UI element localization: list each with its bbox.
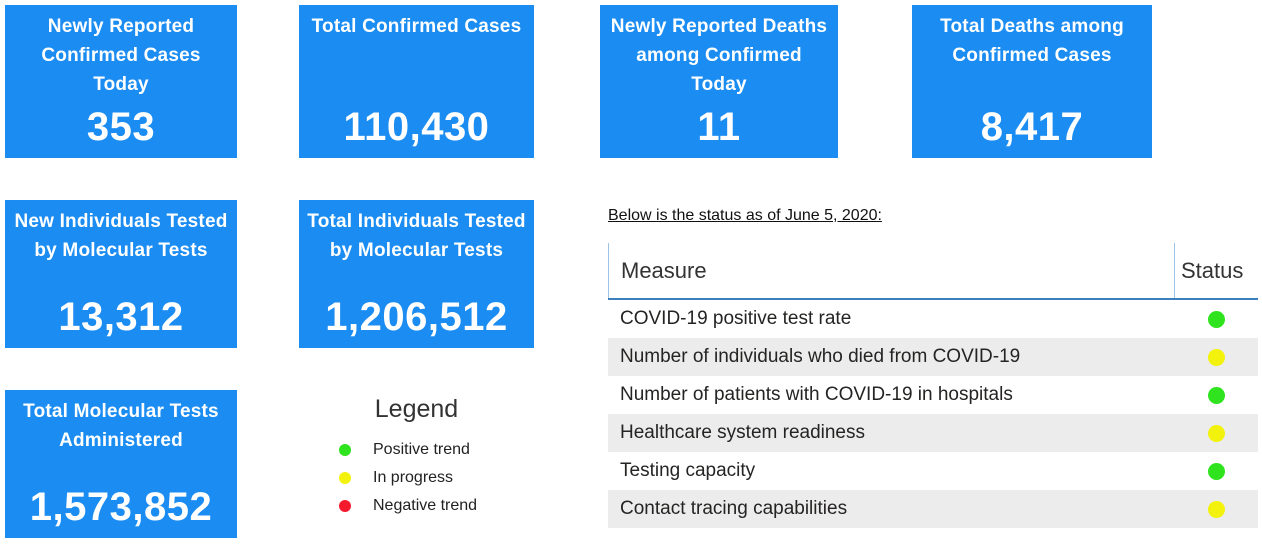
card-total-deaths: Total Deaths among Confirmed Cases 8,417 xyxy=(912,5,1152,158)
measure-cell: COVID-19 positive test rate xyxy=(620,308,852,329)
card-title: Total Individuals Tested by Molecular Te… xyxy=(307,211,526,261)
yellow-dot-icon xyxy=(1207,348,1225,366)
column-header-measure: Measure xyxy=(608,243,1174,298)
table-row: COVID-19 positive test rate xyxy=(608,300,1258,338)
green-dot-icon xyxy=(339,444,351,456)
green-dot-icon xyxy=(1207,310,1225,328)
table-row: Testing capacity xyxy=(608,452,1258,490)
measure-cell: Testing capacity xyxy=(620,460,756,481)
status-cell xyxy=(1174,348,1258,366)
card-value: 353 xyxy=(86,105,156,149)
card-title: Newly Reported Deaths among Confirmed To… xyxy=(610,16,828,95)
card-title: Newly Reported Confirmed Cases Today xyxy=(41,16,201,95)
card-title: Total Confirmed Cases xyxy=(311,16,522,37)
measure-cell: Number of patients with COVID-19 in hosp… xyxy=(620,384,1013,405)
measure-cell: Contact tracing capabilities xyxy=(620,498,848,519)
card-new-individuals-tested: New Individuals Tested by Molecular Test… xyxy=(5,200,237,348)
status-cell xyxy=(1174,310,1258,328)
card-total-molecular-tests: Total Molecular Tests Administered 1,573… xyxy=(5,390,237,538)
table-row: Number of individuals who died from COVI… xyxy=(608,338,1258,376)
legend-item-in-progress: In progress xyxy=(299,464,534,492)
status-cell xyxy=(1174,500,1258,518)
status-cell xyxy=(1174,462,1258,480)
table-row: Contact tracing capabilities xyxy=(608,490,1258,528)
card-value: 110,430 xyxy=(343,105,490,149)
card-value: 13,312 xyxy=(58,295,184,339)
yellow-dot-icon xyxy=(1207,424,1225,442)
status-cell xyxy=(1174,386,1258,404)
table-header-row: Measure Status xyxy=(608,243,1258,300)
legend-item-label: Negative trend xyxy=(373,497,478,514)
status-section: Below is the status as of June 5, 2020: … xyxy=(608,207,1258,528)
yellow-dot-icon xyxy=(339,472,351,484)
legend-item-label: In progress xyxy=(373,469,454,486)
card-title: Total Molecular Tests Administered xyxy=(23,401,219,451)
measure-cell: Number of individuals who died from COVI… xyxy=(620,346,1021,367)
table-row: Number of patients with COVID-19 in hosp… xyxy=(608,376,1258,414)
card-value: 8,417 xyxy=(980,105,1084,149)
card-value: 1,573,852 xyxy=(29,485,213,529)
yellow-dot-icon xyxy=(1207,500,1225,518)
card-total-individuals-tested: Total Individuals Tested by Molecular Te… xyxy=(299,200,534,348)
status-subtitle: Below is the status as of June 5, 2020: xyxy=(608,207,882,224)
legend-title: Legend xyxy=(374,395,459,423)
green-dot-icon xyxy=(1207,462,1225,480)
card-title: New Individuals Tested by Molecular Test… xyxy=(14,211,228,261)
card-newly-reported-deaths-today: Newly Reported Deaths among Confirmed To… xyxy=(600,5,838,158)
green-dot-icon xyxy=(1207,386,1225,404)
table-row: Healthcare system readiness xyxy=(608,414,1258,452)
card-title: Total Deaths among Confirmed Cases xyxy=(940,16,1124,66)
card-value: 11 xyxy=(697,105,741,149)
status-cell xyxy=(1174,424,1258,442)
legend-item-negative: Negative trend xyxy=(299,492,534,520)
card-total-confirmed-cases: Total Confirmed Cases 110,430 xyxy=(299,5,534,158)
legend: Legend Positive trend In progress Negati… xyxy=(299,395,534,520)
status-table: Measure Status COVID-19 positive test ra… xyxy=(608,243,1258,528)
legend-item-positive: Positive trend xyxy=(299,436,534,464)
column-header-status: Status xyxy=(1174,243,1258,298)
card-value: 1,206,512 xyxy=(325,295,508,339)
card-newly-reported-confirmed-cases-today: Newly Reported Confirmed Cases Today 353 xyxy=(5,5,237,158)
measure-cell: Healthcare system readiness xyxy=(620,422,865,443)
legend-item-label: Positive trend xyxy=(373,441,470,458)
red-dot-icon xyxy=(339,500,351,512)
